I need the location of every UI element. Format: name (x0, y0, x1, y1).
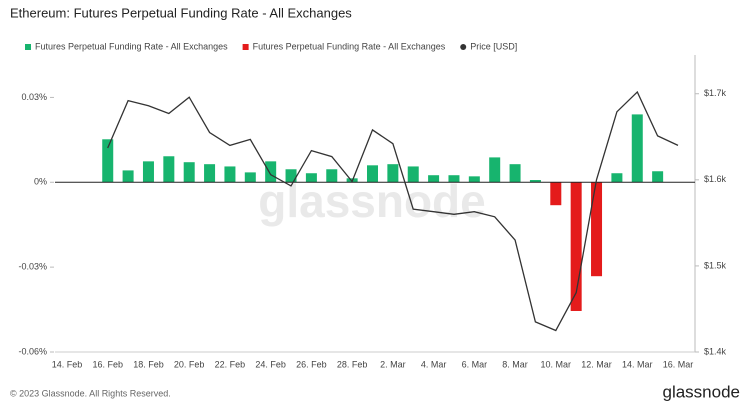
bar (122, 170, 134, 183)
y-tick-label: -0.03% (18, 262, 47, 272)
bar (224, 166, 236, 183)
bar (428, 175, 440, 183)
bar (183, 162, 195, 183)
legend-marker (460, 44, 467, 50)
legend-label: Futures Perpetual Funding Rate - All Exc… (35, 41, 228, 51)
bar (305, 173, 317, 183)
bar (142, 161, 154, 183)
bar (163, 156, 175, 183)
bar (448, 175, 460, 183)
x-tick-label: 24. Feb (255, 359, 286, 369)
y2-tick-label: $1.5k (704, 260, 727, 270)
bar (367, 165, 378, 183)
x-tick-label: 28. Feb (337, 359, 368, 369)
y-tick-label: 0.03% (21, 92, 47, 102)
bar (631, 114, 643, 183)
bar (285, 169, 297, 183)
bar (387, 164, 399, 183)
bar (326, 169, 338, 183)
bar (489, 157, 501, 183)
bar (204, 164, 216, 183)
legend-label: Price [USD] (470, 41, 517, 51)
bar (468, 176, 480, 183)
legend-marker (242, 44, 249, 50)
legend-label: Futures Perpetual Funding Rate - All Exc… (253, 41, 446, 51)
bar (509, 164, 521, 183)
bar (652, 171, 664, 183)
y2-tick-label: $1.7k (704, 88, 727, 98)
bar (550, 182, 562, 206)
x-tick-label: 4. Mar (421, 359, 447, 369)
x-tick-label: 16. Mar (663, 359, 694, 369)
x-tick-label: 22. Feb (215, 359, 246, 369)
chart-title: Ethereum: Futures Perpetual Funding Rate… (10, 5, 352, 20)
legend-marker (25, 44, 31, 50)
bar (611, 173, 623, 183)
x-tick-label: 6. Mar (462, 359, 488, 369)
x-tick-label: 26. Feb (296, 359, 327, 369)
x-tick-label: 12. Mar (581, 359, 612, 369)
bar (244, 172, 256, 183)
bar (407, 166, 419, 183)
x-tick-label: 2. Mar (380, 359, 406, 369)
y-tick-label: 0% (34, 177, 47, 187)
x-tick-label: 10. Mar (541, 359, 572, 369)
x-tick-label: 16. Feb (92, 359, 123, 369)
copyright: © 2023 Glassnode. All Rights Reserved. (10, 388, 171, 398)
y2-tick-label: $1.4k (704, 346, 727, 356)
bar (265, 161, 277, 183)
logo: glassnode (662, 382, 740, 401)
y-tick-label: -0.06% (18, 346, 47, 356)
x-tick-label: 8. Mar (502, 359, 528, 369)
x-tick-label: 14. Feb (52, 359, 83, 369)
bar (591, 182, 603, 277)
bar (102, 139, 114, 183)
bar (570, 182, 582, 311)
x-tick-label: 20. Feb (174, 359, 205, 369)
price-line (107, 90, 679, 332)
x-tick-label: 18. Feb (133, 359, 164, 369)
y2-tick-label: $1.6k (704, 174, 727, 184)
x-tick-label: 14. Mar (622, 359, 653, 369)
watermark: glassnode (258, 175, 486, 227)
bar (529, 180, 541, 183)
